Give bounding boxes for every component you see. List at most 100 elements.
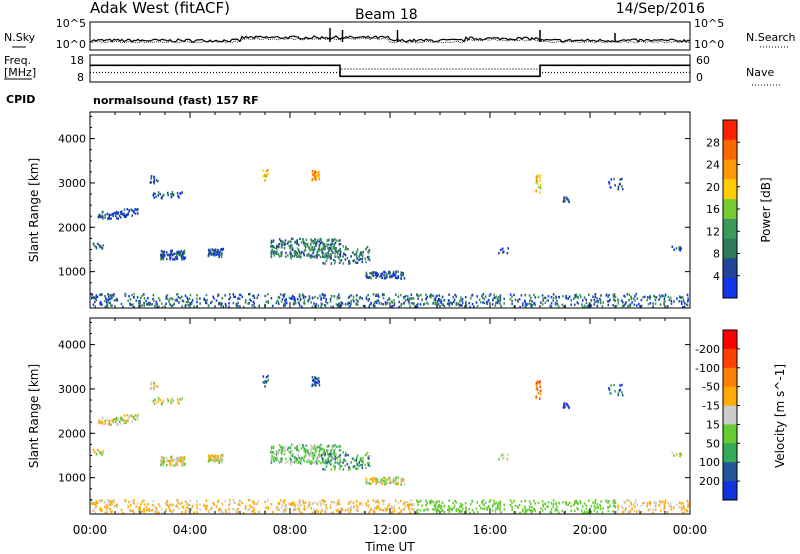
data-cell bbox=[218, 255, 220, 259]
data-cell bbox=[177, 295, 180, 299]
data-cell bbox=[362, 456, 364, 460]
data-cell bbox=[440, 504, 443, 508]
data-cell bbox=[166, 503, 169, 507]
data-cell bbox=[330, 246, 332, 249]
data-cell bbox=[613, 500, 615, 504]
data-cell bbox=[403, 302, 405, 305]
data-cell bbox=[682, 305, 684, 309]
data-cell bbox=[143, 297, 146, 300]
data-cell bbox=[122, 511, 124, 515]
data-cell bbox=[235, 508, 238, 512]
data-cell bbox=[115, 504, 117, 508]
data-cell bbox=[454, 293, 456, 297]
data-cell bbox=[683, 511, 686, 515]
data-cell bbox=[320, 508, 323, 511]
data-cell bbox=[318, 254, 320, 257]
data-cell bbox=[649, 295, 652, 299]
data-cell bbox=[387, 299, 389, 302]
data-cell bbox=[190, 508, 193, 512]
noise-left-tick-top: 10^5 bbox=[56, 17, 86, 30]
data-cell bbox=[320, 298, 322, 301]
data-cell bbox=[218, 458, 221, 461]
data-cell bbox=[556, 299, 558, 303]
data-cell bbox=[181, 511, 183, 514]
data-cell bbox=[156, 511, 158, 515]
data-cell bbox=[143, 301, 146, 305]
data-cell bbox=[307, 451, 309, 454]
data-cell bbox=[166, 191, 169, 195]
data-cell bbox=[318, 377, 320, 380]
data-cell bbox=[101, 293, 103, 296]
data-cell bbox=[293, 504, 295, 507]
data-cell bbox=[384, 477, 386, 480]
data-cell bbox=[358, 461, 360, 464]
data-cell bbox=[649, 302, 652, 305]
data-cell bbox=[160, 460, 163, 463]
data-cell bbox=[353, 259, 356, 262]
data-cell bbox=[306, 254, 308, 257]
data-cell bbox=[400, 277, 402, 280]
data-cell bbox=[154, 305, 156, 308]
data-cell bbox=[133, 499, 135, 502]
data-cell bbox=[180, 253, 182, 256]
data-cell bbox=[583, 296, 586, 299]
data-cell bbox=[390, 305, 393, 308]
data-cell bbox=[348, 507, 351, 510]
data-cell bbox=[575, 293, 578, 297]
data-cell bbox=[336, 255, 339, 258]
data-cell bbox=[329, 452, 331, 456]
data-cell bbox=[250, 505, 252, 509]
data-cell bbox=[670, 299, 673, 302]
data-cell bbox=[279, 499, 282, 502]
data-cell bbox=[316, 459, 319, 462]
data-cell bbox=[372, 510, 375, 514]
data-cell bbox=[155, 509, 157, 512]
data-cell bbox=[686, 499, 689, 502]
data-cell bbox=[114, 214, 117, 217]
data-cell bbox=[183, 256, 186, 260]
data-cell bbox=[375, 506, 377, 509]
data-cell bbox=[359, 459, 361, 463]
data-cell bbox=[322, 248, 324, 251]
data-cell bbox=[288, 244, 291, 248]
data-cell bbox=[370, 478, 373, 481]
data-cell bbox=[211, 459, 213, 462]
data-cell bbox=[634, 295, 636, 298]
data-cell bbox=[278, 296, 281, 299]
data-cell bbox=[562, 295, 564, 298]
data-cell bbox=[621, 304, 624, 308]
data-cell bbox=[372, 304, 375, 308]
data-cell bbox=[161, 508, 163, 511]
data-cell bbox=[383, 274, 385, 277]
data-cell bbox=[178, 458, 180, 461]
data-cell bbox=[313, 248, 316, 251]
freq-label: Freq. bbox=[4, 54, 31, 67]
data-cell bbox=[108, 421, 110, 424]
data-cell bbox=[356, 454, 359, 457]
data-cell bbox=[410, 293, 413, 296]
data-cell bbox=[289, 456, 291, 460]
data-cell bbox=[409, 305, 411, 308]
data-cell bbox=[498, 458, 500, 461]
data-cell bbox=[95, 245, 97, 249]
data-cell bbox=[196, 506, 198, 510]
data-cell bbox=[539, 191, 541, 194]
data-cell bbox=[338, 296, 341, 299]
data-cell bbox=[344, 303, 347, 306]
data-cell bbox=[96, 295, 99, 299]
data-cell bbox=[98, 499, 101, 503]
data-cell bbox=[296, 445, 299, 448]
data-cell bbox=[109, 297, 111, 301]
data-cell bbox=[663, 507, 665, 510]
data-cell bbox=[344, 258, 347, 261]
data-cell bbox=[284, 510, 286, 513]
data-cell bbox=[213, 460, 215, 463]
data-cell bbox=[173, 302, 175, 306]
data-cell bbox=[452, 295, 454, 299]
data-cell bbox=[339, 247, 341, 251]
data-cell bbox=[283, 508, 285, 512]
data-cell bbox=[523, 299, 526, 302]
data-cell bbox=[220, 454, 222, 457]
data-cell bbox=[536, 388, 539, 391]
data-cell bbox=[561, 303, 564, 307]
